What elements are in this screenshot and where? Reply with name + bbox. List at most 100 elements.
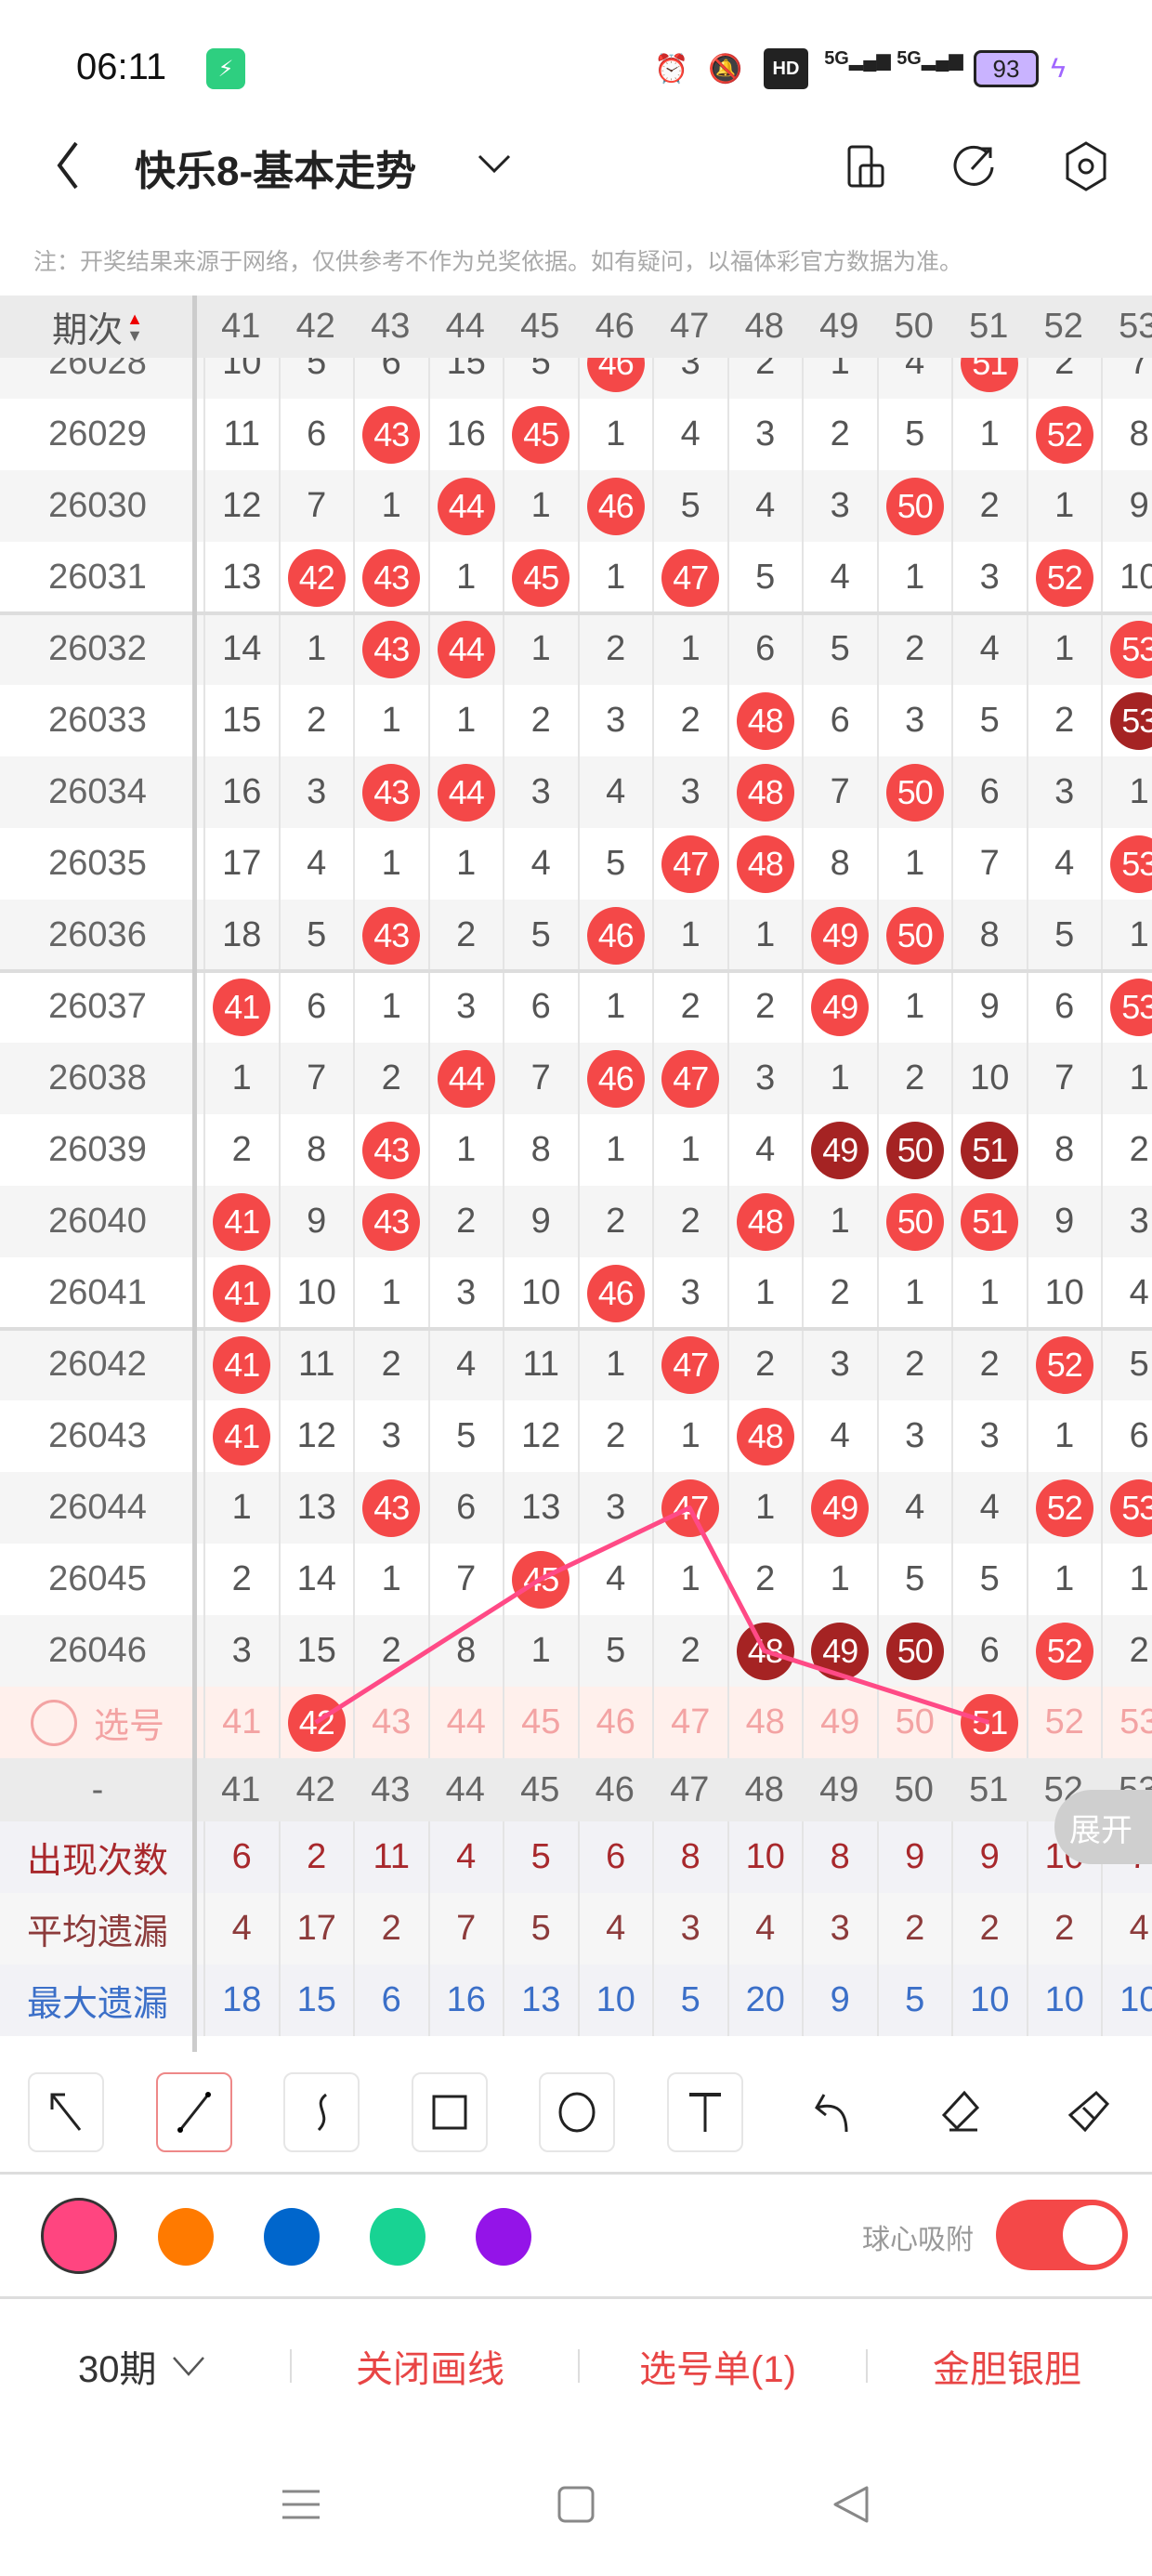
table-cell: 1	[652, 613, 727, 685]
hit-ball: 51	[961, 1192, 1019, 1251]
select-number[interactable]: 52	[1026, 1687, 1102, 1758]
snap-toggle[interactable]	[996, 2200, 1128, 2270]
hit-ball: 47	[661, 835, 720, 893]
radio-icon[interactable]	[30, 1699, 77, 1746]
table-cell: 6	[1101, 1400, 1152, 1472]
selected-ball[interactable]: 51	[961, 1693, 1019, 1752]
tool-arrow[interactable]	[28, 2072, 104, 2152]
miss-count: 3	[307, 772, 327, 811]
tool-rectangle[interactable]	[412, 2072, 488, 2152]
select-number[interactable]: 51	[951, 1687, 1027, 1758]
table-cell: 41	[203, 971, 279, 1043]
share-icon[interactable]	[949, 141, 1000, 191]
miss-count: 1	[606, 987, 626, 1026]
menu-nav-button[interactable]	[273, 2477, 329, 2532]
color-pink[interactable]	[41, 2198, 117, 2274]
chevron-down-icon[interactable]	[474, 147, 515, 180]
miss-count: 5	[755, 558, 776, 597]
close-draw-button[interactable]: 关闭画线	[356, 2349, 504, 2390]
table-cell: 13	[278, 1472, 354, 1544]
color-blue[interactable]	[264, 2208, 320, 2266]
hit-ball: 52	[1035, 405, 1093, 464]
eraser-button[interactable]	[922, 2072, 998, 2152]
table-cell: 50	[876, 470, 952, 542]
miss-count: 5	[1129, 1345, 1149, 1384]
table-cell: 1	[876, 828, 952, 900]
select-number[interactable]: 42	[278, 1687, 354, 1758]
expand-button[interactable]: 展开	[1054, 1790, 1152, 1864]
table-cell: 3	[802, 470, 877, 542]
select-number[interactable]: 47	[652, 1687, 727, 1758]
hit-ball: 47	[661, 1335, 720, 1394]
table-cell: 2	[876, 613, 952, 685]
hit-ball: 52	[1035, 1335, 1093, 1394]
table-cell: 43	[353, 900, 428, 971]
miss-count: 1	[1129, 1058, 1149, 1097]
miss-count: 6	[530, 987, 551, 1026]
select-number[interactable]: 53	[1101, 1687, 1152, 1758]
gold-silver-button[interactable]: 金胆银胆	[933, 2349, 1081, 2390]
column-footer: 43	[371, 1769, 411, 1809]
home-nav-button[interactable]	[548, 2477, 604, 2532]
table-cell: 11	[278, 1329, 354, 1400]
table-cell: 7	[278, 470, 354, 542]
tool-circle[interactable]	[539, 2072, 615, 2152]
tool-line[interactable]	[156, 2072, 232, 2152]
clear-button[interactable]	[1050, 2072, 1126, 2152]
settings-icon[interactable]	[1063, 139, 1109, 193]
miss-count: 2	[381, 1345, 401, 1384]
color-green[interactable]	[370, 2208, 425, 2266]
select-number[interactable]: 49	[802, 1687, 877, 1758]
miss-count: 7	[979, 844, 1000, 883]
period-header[interactable]: 期次 ▲ ▼	[0, 296, 195, 358]
stat-value: 4	[1101, 1893, 1152, 1965]
toggle-knob	[1063, 2205, 1122, 2265]
miss-count: 16	[446, 414, 486, 453]
miss-count: 9	[530, 1202, 551, 1241]
column-divider	[192, 296, 197, 2052]
table-cell: 1	[503, 613, 578, 685]
table-cell: 4	[427, 1329, 504, 1400]
table-cell: 1	[1101, 1544, 1152, 1615]
undo-button[interactable]	[794, 2072, 871, 2152]
select-all-toggle[interactable]: 选号	[0, 1687, 195, 1758]
table-cell: 2	[727, 971, 803, 1043]
miss-count: 7	[530, 1058, 551, 1097]
table-cell: 50	[876, 756, 952, 828]
back-nav-button[interactable]	[822, 2477, 878, 2532]
period-label: 26042	[48, 1345, 147, 1384]
table-cell: 52	[1026, 542, 1102, 613]
color-orange[interactable]	[158, 2208, 214, 2266]
miss-count: 6	[1129, 1416, 1149, 1455]
select-number[interactable]: 48	[727, 1687, 803, 1758]
column-footer: 51	[969, 1769, 1009, 1809]
select-number[interactable]: 45	[503, 1687, 578, 1758]
select-number[interactable]: 44	[427, 1687, 504, 1758]
color-purple[interactable]	[476, 2208, 531, 2266]
repeat-ball: 48	[736, 1622, 794, 1680]
column-header: 43	[371, 307, 411, 346]
select-number[interactable]: 50	[876, 1687, 952, 1758]
period-select[interactable]: 30期	[78, 2340, 209, 2392]
table-cell: 1	[577, 399, 653, 470]
table-cell: 1	[427, 828, 504, 900]
tool-text[interactable]	[667, 2072, 743, 2152]
select-number[interactable]: 46	[577, 1687, 653, 1758]
table-cell: 6	[951, 756, 1027, 828]
table-cell: 2	[652, 1186, 727, 1257]
sort-icon[interactable]: ▲ ▼	[126, 309, 143, 345]
table-cell: 6	[802, 685, 877, 756]
table-cell: 3	[727, 1043, 803, 1114]
table-cell: 52	[1026, 1472, 1102, 1544]
screen-orientation-icon[interactable]	[842, 143, 892, 191]
hit-ball: 50	[885, 906, 944, 965]
tool-curve[interactable]	[283, 2072, 360, 2152]
back-icon[interactable]	[48, 139, 85, 191]
select-number[interactable]: 43	[353, 1687, 428, 1758]
page-title[interactable]: 快乐8-基本走势	[135, 149, 417, 194]
stat-value: 4	[727, 1893, 803, 1965]
select-number[interactable]: 41	[203, 1687, 279, 1758]
selection-list-button[interactable]: 选号单(1)	[639, 2349, 796, 2390]
miss-count: 5	[979, 1559, 1000, 1598]
selected-ball[interactable]: 42	[287, 1693, 346, 1752]
